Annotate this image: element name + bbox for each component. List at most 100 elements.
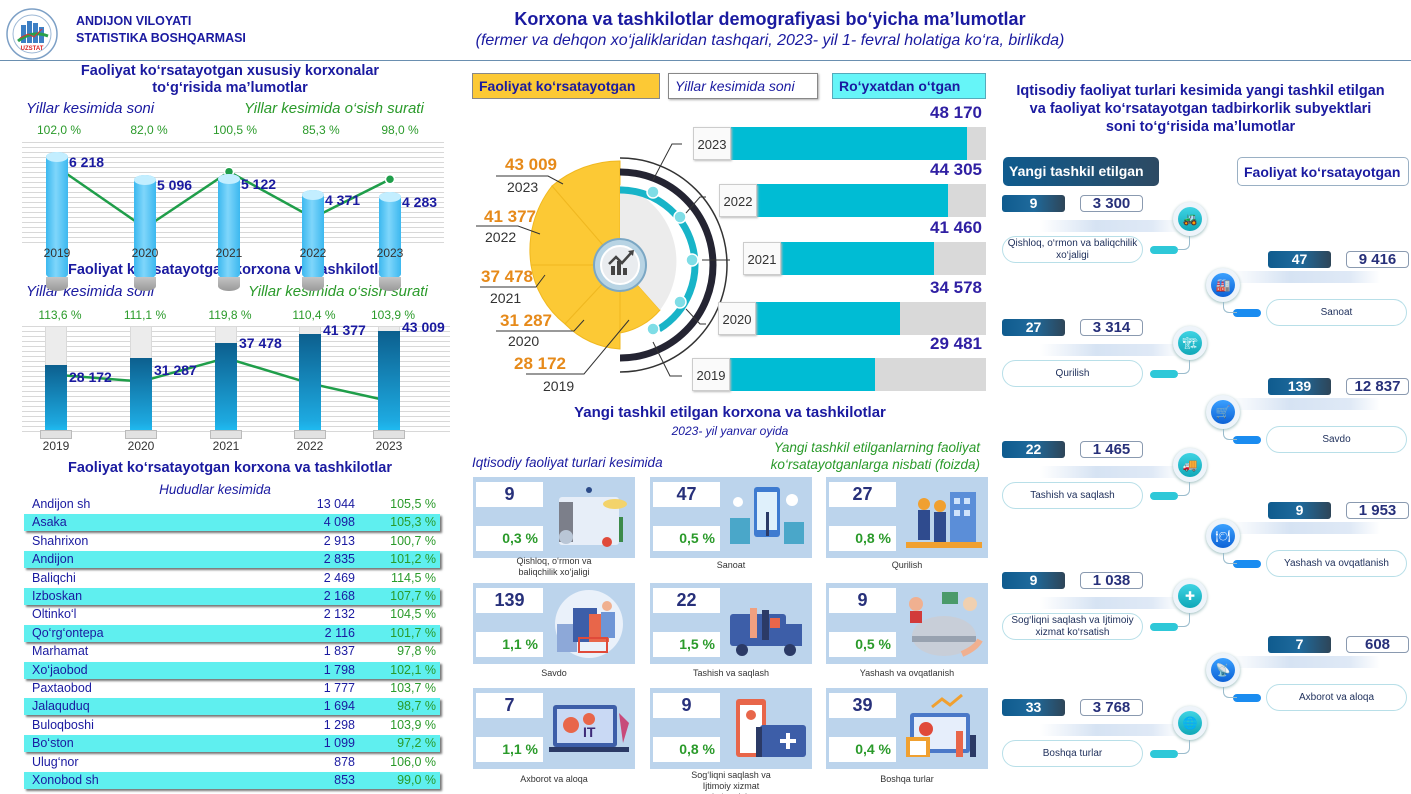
new-tile-label: Sog‘liqni saqlash va Ijtimoiy xizmat ko‘… <box>691 770 771 794</box>
item-label: Yashash va ovqatlanish <box>1266 550 1407 577</box>
item-icon-circle: 🏗 <box>1173 326 1207 360</box>
region-growth: 107,7 % <box>390 589 436 603</box>
item-connector-line <box>1223 302 1237 313</box>
new-ratio: 0,5 % <box>653 526 720 551</box>
region-growth: 103,9 % <box>390 717 436 732</box>
svg-text:IT: IT <box>583 724 596 740</box>
region-growth: 106,0 % <box>390 754 436 769</box>
chart2-growth-label: 119,8 % <box>208 308 252 322</box>
new-column-header: Yangi tashkil etilgan <box>1003 157 1159 186</box>
chart1-year-label: 2020 <box>131 246 159 260</box>
item-streak <box>1040 344 1180 356</box>
arc-node-2022 <box>673 210 687 224</box>
chart2-year-label: 2022 <box>296 439 324 453</box>
region-growth: 98,7 % <box>397 699 436 714</box>
region-name: Xonobod sh <box>32 773 99 787</box>
new-ratio: 0,5 % <box>829 632 896 657</box>
fan-value-2019: 28 172 <box>514 354 566 373</box>
chart-growth-icon <box>608 250 634 275</box>
region-count: 1 837 <box>323 644 355 659</box>
new-tile: 47 0,5 % <box>650 477 812 558</box>
other-illustration <box>906 693 976 757</box>
chart2-bar-base <box>294 430 326 439</box>
active-column-header: Faoliyat ko‘rsatayotgan <box>1237 157 1409 186</box>
item-connector-line <box>1178 360 1190 374</box>
hbar-year-2020: 2020 <box>718 302 756 335</box>
region-count: 2 116 <box>324 625 355 640</box>
chart1-bar-2020 <box>134 174 156 279</box>
region-name: Jalaquduq <box>32 699 90 714</box>
region-count: 4 098 <box>323 515 355 530</box>
new-count: 47 <box>653 482 720 507</box>
item-streak <box>1040 724 1180 736</box>
fan-year-2019: 2019 <box>543 378 575 394</box>
item-icon-circle: 🚚 <box>1173 448 1207 482</box>
region-growth: 105,3 % <box>390 515 436 530</box>
region-row: Qo‘rg‘ontepa 2 116 101,7 % <box>24 624 440 642</box>
chart2-bar-base <box>40 430 72 439</box>
region-count: 1 798 <box>323 662 355 677</box>
active-count-badge: 1 038 <box>1080 572 1143 589</box>
item-streak <box>1040 220 1180 232</box>
construction-illustration <box>906 492 982 548</box>
region-row: Andijon sh 13 044 105,5 % <box>24 496 440 513</box>
region-name: Shahrixon <box>32 533 89 548</box>
item-connector-line <box>1178 236 1190 250</box>
item-icon-circle: 🏭 <box>1206 268 1240 302</box>
new-count: 139 <box>476 588 543 613</box>
item-streak <box>1230 656 1380 668</box>
region-growth: 102,1 % <box>390 662 436 677</box>
chart1-growth-label: 102,0 % <box>36 123 82 137</box>
chart1-right-label: Yillar kesimida o‘sish surati <box>244 100 424 117</box>
new-count-badge: 22 <box>1002 441 1065 458</box>
region-row: Izboskan 2 168 107,7 % <box>24 588 440 605</box>
item-connector-line <box>1178 740 1190 754</box>
active-count-badge: 12 837 <box>1346 378 1409 395</box>
chart2-bar-2019 <box>45 364 67 430</box>
new-ratio: 0,8 % <box>653 737 720 762</box>
item-connector-pill <box>1233 694 1261 702</box>
region-row: Paxtaobod 1 777 103,7 % <box>24 680 440 697</box>
dark-arc <box>619 168 717 362</box>
antenna-icon: 📡 <box>1211 658 1235 682</box>
fan-value-2020: 31 287 <box>500 311 552 330</box>
region-count: 1 694 <box>323 699 355 714</box>
chart2-bar-2022 <box>299 334 321 430</box>
chart1-value-label: 6 218 <box>69 153 105 170</box>
chart2-bar-2021 <box>215 343 237 430</box>
region-row: Ulug‘nor 878 106,0 % <box>24 754 440 771</box>
hbar-2021 <box>779 242 934 275</box>
hbar-value-2022: 44 305 <box>930 160 982 179</box>
region-count: 2 168 <box>323 589 355 603</box>
active-count-badge: 3 314 <box>1080 319 1143 336</box>
chart1-year-label: 2021 <box>215 246 243 260</box>
item-icon-circle: 🌐 <box>1173 706 1207 740</box>
region-count: 1 099 <box>323 736 355 751</box>
header-divider <box>0 60 1411 61</box>
chart1-left-label: Yillar kesimida soni <box>26 100 155 117</box>
chart2-bar-base <box>125 430 157 439</box>
new-section-right-label-1: Yangi tashkil etilganlarning faoliyat <box>773 440 980 455</box>
region-name: Paxtaobod <box>32 681 92 695</box>
region-name: Qo‘rg‘ontepa <box>32 625 104 640</box>
region-growth: 105,5 % <box>390 497 436 511</box>
region-growth: 100,7 % <box>390 533 436 548</box>
item-streak <box>1040 466 1180 478</box>
region-row: Xo‘jaobod 1 798 102,1 % <box>24 661 440 679</box>
hbar-year-2022: 2022 <box>719 184 757 217</box>
industry-illustration <box>730 487 804 544</box>
chart2-value-label: 37 478 <box>239 335 282 352</box>
radial-graphic <box>476 143 730 377</box>
new-count-badge: 27 <box>1002 319 1065 336</box>
new-section-period: 2023- yil yanvar oyida <box>671 424 789 438</box>
new-ratio: 1,1 % <box>476 737 543 762</box>
globe-icon: 🌐 <box>1178 711 1202 735</box>
item-connector-line <box>1178 482 1190 496</box>
region-count: 2 835 <box>323 552 355 567</box>
item-streak <box>1230 522 1380 534</box>
chart1-bar-base <box>134 277 156 291</box>
new-count: 9 <box>653 693 720 718</box>
item-label: Sog‘liqni saqlash va Ijtimoiy xizmat ko‘… <box>1002 613 1143 640</box>
new-count: 22 <box>653 588 720 613</box>
